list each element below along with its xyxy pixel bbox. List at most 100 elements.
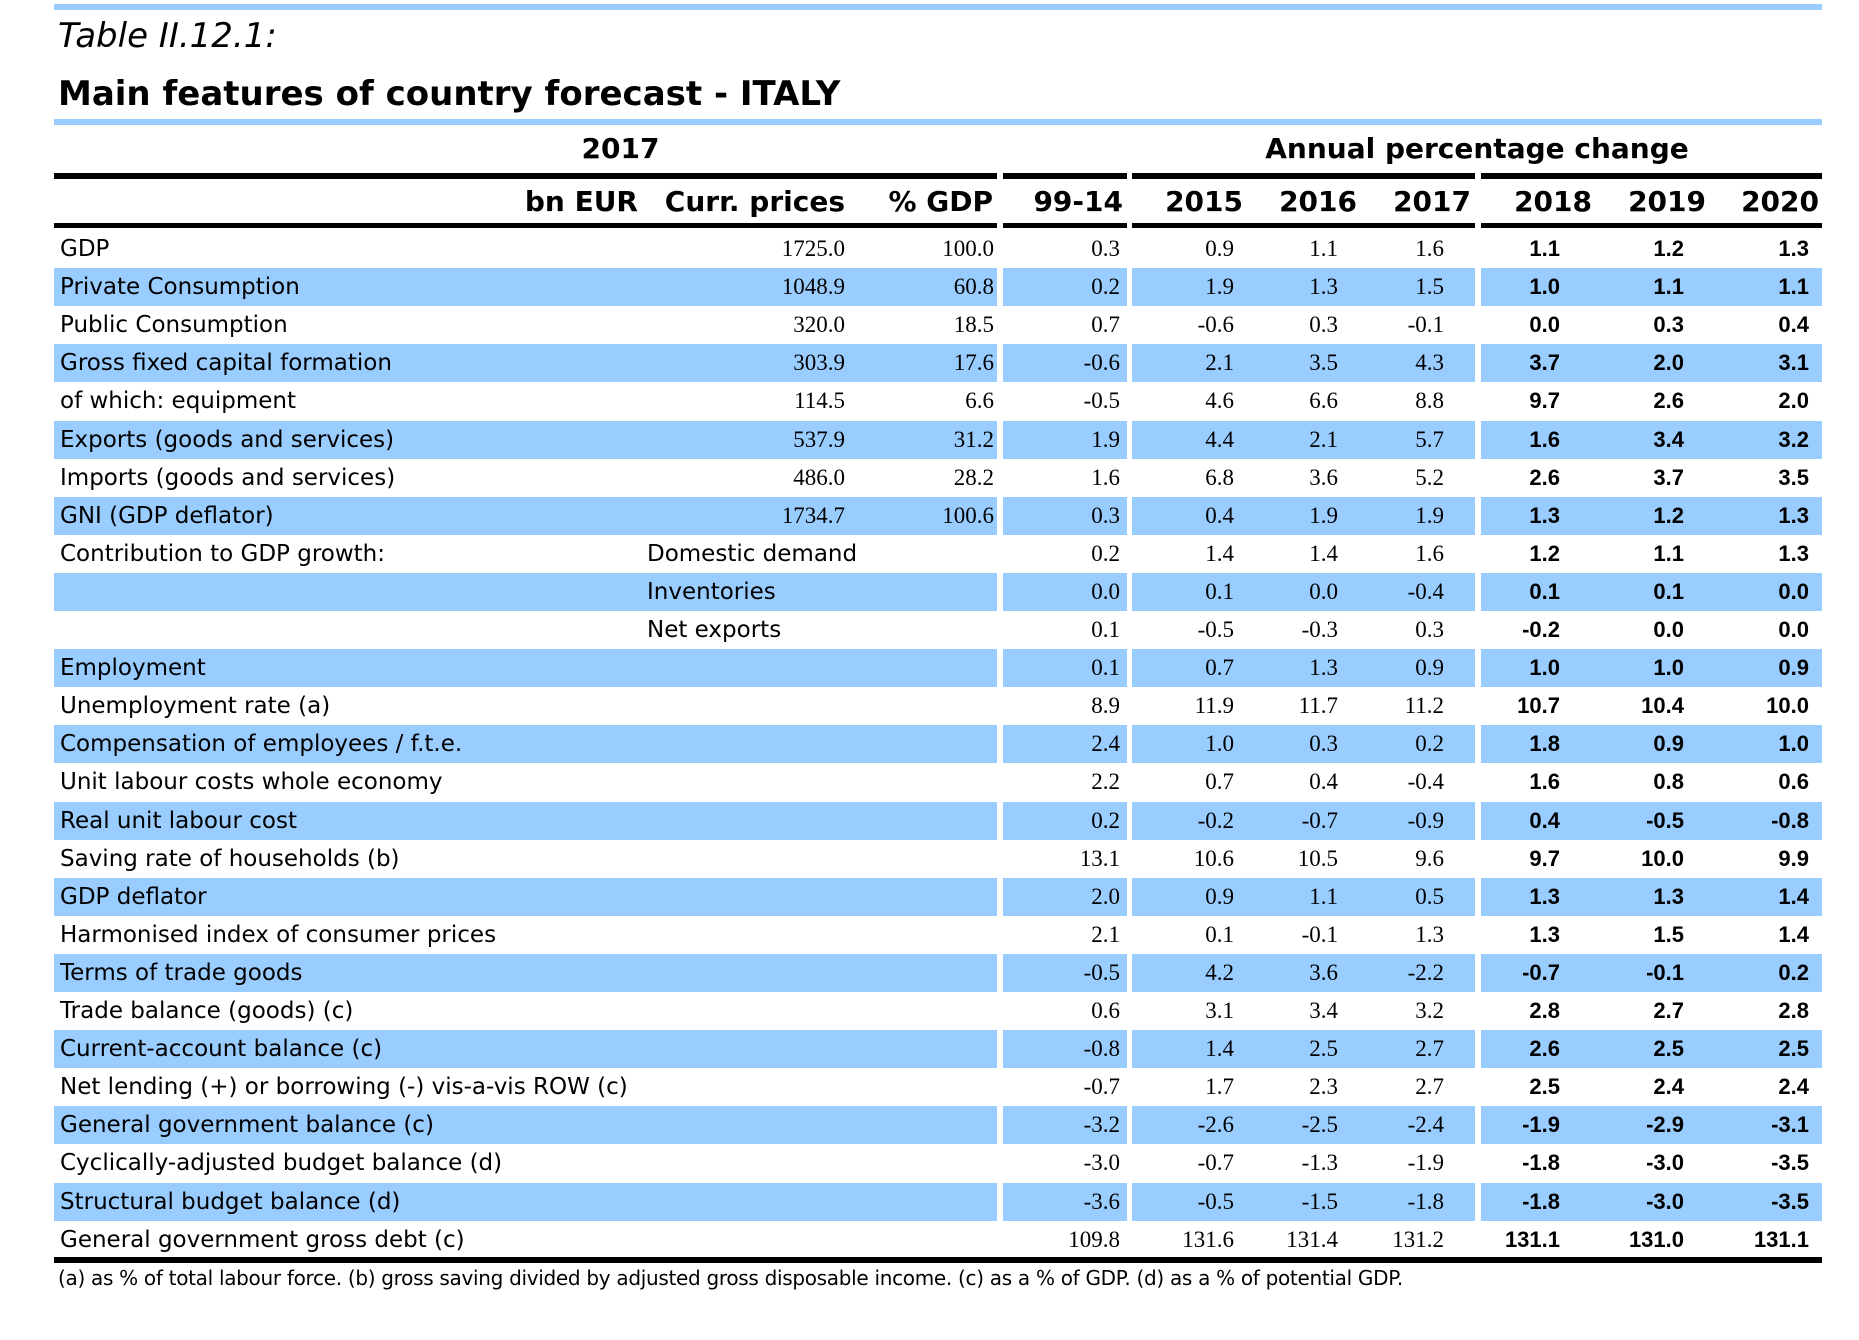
row-label: Terms of trade goods — [60, 959, 303, 986]
cell-2017: -0.4 — [1407, 578, 1444, 604]
cell-pct-gdp — [884, 611, 994, 649]
table-row: Current-account balance (c) -0.8 1.4 2.5 2.7… — [54, 1030, 1822, 1069]
cell-curr-prices — [725, 1030, 845, 1068]
cell-2019: -2.9 — [1646, 1112, 1684, 1138]
row-background — [1003, 1106, 1127, 1145]
row-background — [1003, 344, 1127, 383]
cell-2018: -1.8 — [1522, 1150, 1560, 1176]
cell-pct-gdp — [884, 1068, 994, 1106]
cell-2020: 3.2 — [1778, 426, 1809, 452]
table-row: of which: equipment 114.5 6.6 -0.5 4.6 6.6 8.8… — [54, 382, 1822, 420]
cell-2018: 1.8 — [1529, 731, 1560, 757]
row-label: Cyclically-adjusted budget balance (d) — [60, 1150, 503, 1177]
cell-99-14: 1.9 — [1091, 426, 1120, 452]
cell-2017: 8.8 — [1415, 388, 1444, 414]
table-row: Real unit labour cost 0.2 -0.2 -0.7 -0.9 0.4 -… — [54, 801, 1822, 840]
col-header-2018: 2018 — [1514, 185, 1592, 218]
cell-2019: -0.1 — [1646, 959, 1684, 985]
cell-2018: 2.8 — [1529, 998, 1560, 1023]
table-row: Harmonised index of consumer prices 2.1 0.… — [54, 916, 1822, 954]
cell-2016: 0.0 — [1309, 578, 1338, 604]
row-background — [1481, 801, 1822, 840]
cell-2020: 3.1 — [1778, 350, 1809, 376]
cell-2019: 2.7 — [1653, 998, 1684, 1023]
row-background — [1481, 1182, 1822, 1221]
cell-pct-gdp — [884, 878, 994, 916]
row-background — [1132, 1106, 1475, 1145]
cell-2019: 1.1 — [1653, 274, 1684, 300]
cell-2016: 2.1 — [1309, 426, 1338, 452]
table-row: Exports (goods and services) 537.9 31.2 1.9… — [54, 420, 1822, 459]
col-header-2016: 2016 — [1279, 185, 1357, 218]
cell-curr-prices — [725, 573, 845, 611]
table-row: Net lending (+) or borrowing (-) vis-a-v… — [54, 1068, 1822, 1106]
row-background — [54, 344, 997, 383]
row-background — [1132, 649, 1475, 688]
cell-curr-prices — [725, 1068, 845, 1106]
cell-2017: -0.9 — [1407, 807, 1444, 833]
cell-2020: 1.3 — [1778, 236, 1809, 261]
cell-2020: -3.1 — [1771, 1112, 1809, 1138]
cell-2019: 0.3 — [1653, 312, 1684, 338]
cell-99-14: 0.6 — [1091, 998, 1120, 1023]
cell-2017: -0.1 — [1407, 312, 1444, 338]
table-row: GNI (GDP deflator) 1734.7 100.6 0.3 0.4 1.9 1.… — [54, 496, 1822, 535]
cell-2015: 1.0 — [1205, 731, 1234, 757]
cell-pct-gdp — [884, 1183, 994, 1221]
row-background — [54, 572, 997, 611]
table-footnote: (a) as % of total labour force. (b) gros… — [58, 1266, 1403, 1290]
cell-pct-gdp — [884, 840, 994, 878]
cell-2020: 0.0 — [1778, 617, 1809, 642]
table-row: GDP deflator 2.0 0.9 1.1 0.5 1.3 1.3 1.4 — [54, 877, 1822, 916]
cell-2016: 2.3 — [1309, 1074, 1338, 1100]
cell-2016: -0.3 — [1301, 617, 1338, 642]
row-background — [54, 496, 997, 535]
cell-99-14: -3.2 — [1083, 1112, 1120, 1138]
row-background — [1003, 953, 1127, 992]
cell-2019: -3.0 — [1646, 1150, 1684, 1176]
row-label: GDP — [60, 236, 110, 262]
table-number: Table II.12.1: — [58, 16, 277, 56]
cell-2019: 2.0 — [1653, 350, 1684, 376]
row-background — [1003, 801, 1127, 840]
row-background — [1481, 344, 1822, 383]
cell-2018: 1.3 — [1529, 921, 1560, 947]
row-label: of which: equipment — [60, 388, 297, 415]
cell-2015: 6.8 — [1205, 464, 1234, 490]
cell-2018: -1.8 — [1522, 1188, 1560, 1214]
cell-2018: 9.7 — [1529, 845, 1560, 871]
cell-curr-prices — [725, 1183, 845, 1221]
cell-99-14: 1.6 — [1091, 464, 1120, 490]
cell-curr-prices — [725, 802, 845, 840]
cell-2015: 3.1 — [1205, 998, 1234, 1023]
row-background — [1003, 420, 1127, 459]
row-label: Private Consumption — [60, 274, 300, 301]
cell-2020: 0.2 — [1778, 959, 1809, 985]
cell-2015: 0.4 — [1205, 502, 1234, 528]
cell-2019: 10.0 — [1641, 845, 1684, 871]
table-bottom-rule — [54, 1257, 1822, 1263]
group-header-level-year: 2017 — [581, 132, 660, 165]
row-label: General government gross debt (c) — [60, 1226, 465, 1253]
cell-pct-gdp — [884, 954, 994, 992]
col-header-unit: bn EUR — [524, 185, 638, 218]
row-background — [1132, 801, 1475, 840]
row-label: Gross fixed capital formation — [60, 350, 392, 377]
row-label: Saving rate of households (b) — [60, 845, 400, 872]
row-background — [1003, 1182, 1127, 1221]
cell-2020: 1.4 — [1778, 883, 1809, 909]
cell-2015: 1.7 — [1205, 1074, 1234, 1100]
cell-2016: 1.9 — [1309, 502, 1338, 528]
cell-2020: -0.8 — [1771, 807, 1809, 833]
row-background — [54, 1182, 997, 1221]
cell-curr-prices — [725, 916, 845, 954]
cell-2015: -0.7 — [1197, 1150, 1234, 1176]
cell-2018: -0.2 — [1522, 617, 1560, 642]
cell-2020: 131.1 — [1753, 1226, 1809, 1252]
cell-2015: -2.6 — [1197, 1112, 1234, 1138]
cell-curr-prices — [725, 1106, 845, 1144]
table-row: Employment 0.1 0.7 1.3 0.9 1.0 1.0 0.9 — [54, 649, 1822, 688]
cell-2016: 3.6 — [1309, 464, 1338, 490]
cell-2017: 4.3 — [1415, 350, 1444, 376]
group-header-annual-change: Annual percentage change — [1265, 132, 1689, 165]
